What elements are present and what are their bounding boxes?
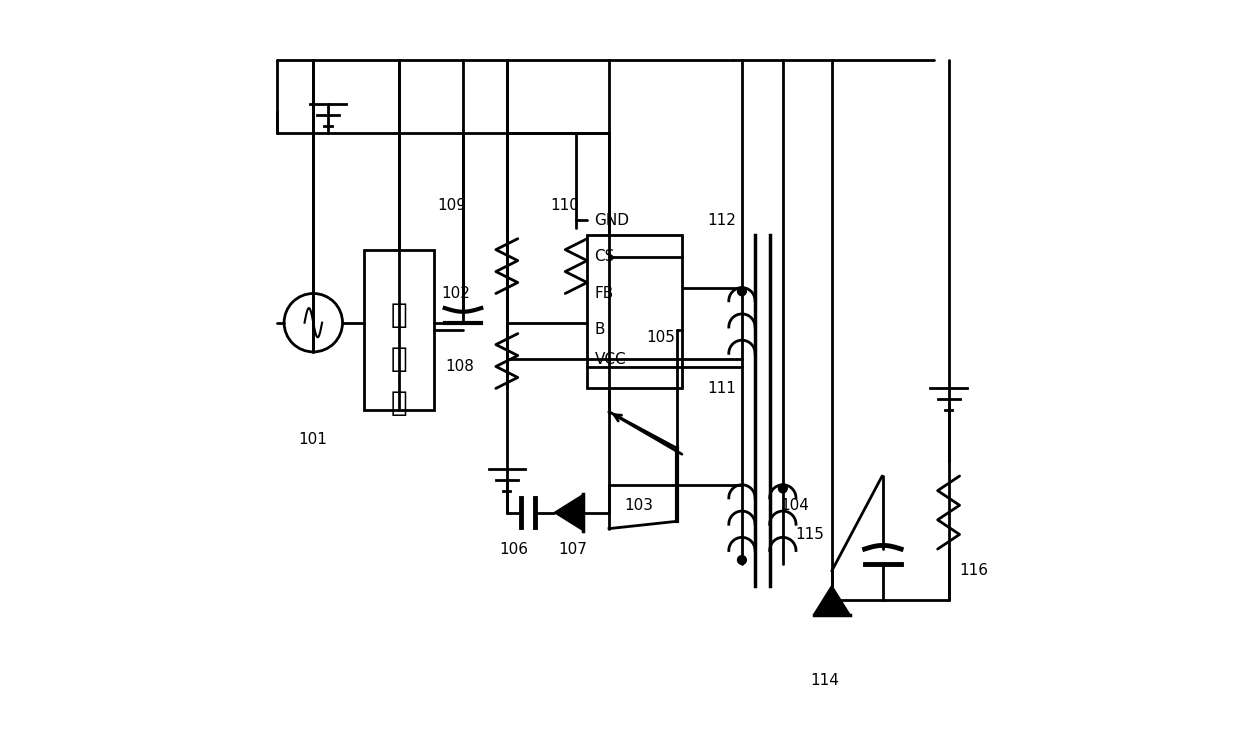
Circle shape: [738, 287, 746, 295]
Text: 104: 104: [781, 498, 810, 513]
Text: CS: CS: [594, 249, 615, 265]
Text: 114: 114: [810, 673, 838, 688]
Text: 102: 102: [441, 286, 470, 301]
Text: 115: 115: [795, 527, 825, 542]
Text: 流: 流: [391, 345, 408, 373]
Text: 桥: 桥: [391, 389, 408, 417]
Text: 107: 107: [558, 542, 587, 556]
Text: 112: 112: [708, 213, 737, 228]
FancyBboxPatch shape: [588, 235, 682, 388]
Text: B: B: [594, 323, 605, 337]
Text: 108: 108: [445, 359, 474, 374]
Text: 116: 116: [960, 564, 988, 578]
Text: FB: FB: [594, 286, 614, 301]
Text: 整: 整: [391, 301, 408, 329]
Polygon shape: [813, 586, 851, 615]
Circle shape: [779, 484, 787, 493]
Text: 111: 111: [708, 381, 737, 396]
Text: 101: 101: [299, 432, 327, 447]
Circle shape: [738, 556, 746, 564]
Text: GND: GND: [594, 213, 630, 228]
Text: 106: 106: [500, 542, 528, 556]
FancyBboxPatch shape: [365, 250, 434, 410]
Text: 103: 103: [624, 498, 652, 513]
Polygon shape: [554, 494, 584, 531]
Text: 109: 109: [438, 199, 466, 213]
Text: 105: 105: [646, 330, 675, 345]
Text: 110: 110: [551, 199, 579, 213]
Text: VCC: VCC: [594, 352, 626, 366]
